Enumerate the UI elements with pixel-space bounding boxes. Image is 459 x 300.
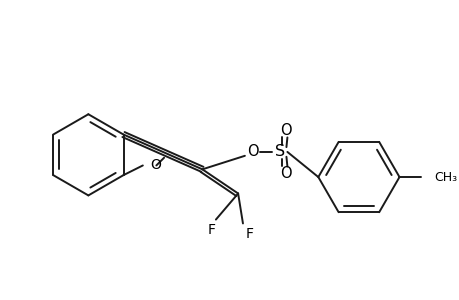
Text: O: O: [279, 123, 291, 138]
Text: O: O: [279, 166, 291, 181]
Text: O: O: [246, 144, 258, 159]
Text: S: S: [274, 144, 284, 159]
Text: O: O: [150, 158, 161, 172]
Text: CH₃: CH₃: [433, 171, 456, 184]
Text: F: F: [207, 223, 216, 237]
Text: F: F: [245, 227, 253, 241]
